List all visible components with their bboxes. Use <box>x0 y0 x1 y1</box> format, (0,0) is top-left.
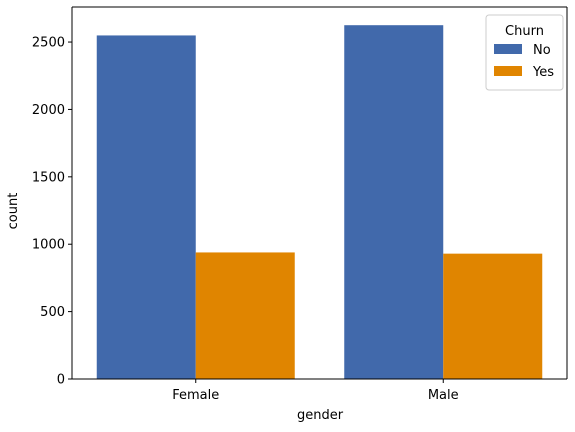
bar-female-yes <box>195 252 295 379</box>
y-tick-label: 500 <box>40 305 65 320</box>
legend-swatch-yes <box>494 66 522 76</box>
bar-male-no <box>344 25 444 380</box>
legend-items: No Yes <box>494 43 554 80</box>
legend-title: Churn <box>505 24 544 39</box>
y-tick-label: 2000 <box>32 103 65 118</box>
legend-swatch-no <box>494 44 522 54</box>
axes-group <box>71 6 568 380</box>
bars-group <box>96 25 543 380</box>
bar-female-no <box>96 35 196 380</box>
y-tick-label: 1500 <box>32 170 65 185</box>
legend-label-yes: Yes <box>532 65 554 80</box>
legend-label-no: No <box>533 43 551 58</box>
y-tick-label: 1000 <box>32 238 65 253</box>
y-tick-label: 2500 <box>32 36 65 51</box>
y-axis-label: count <box>6 193 21 230</box>
x-ticks-group: Female Male <box>172 379 459 403</box>
x-axis-label: gender <box>297 408 344 423</box>
y-ticks-group: 0 500 1000 1500 2000 2500 <box>32 36 72 388</box>
legend: Churn No Yes <box>485 14 564 91</box>
x-tick-label: Female <box>172 388 219 403</box>
y-tick-label: 0 <box>57 373 65 388</box>
x-tick-label: Male <box>428 388 459 403</box>
bar-male-yes <box>443 253 543 379</box>
